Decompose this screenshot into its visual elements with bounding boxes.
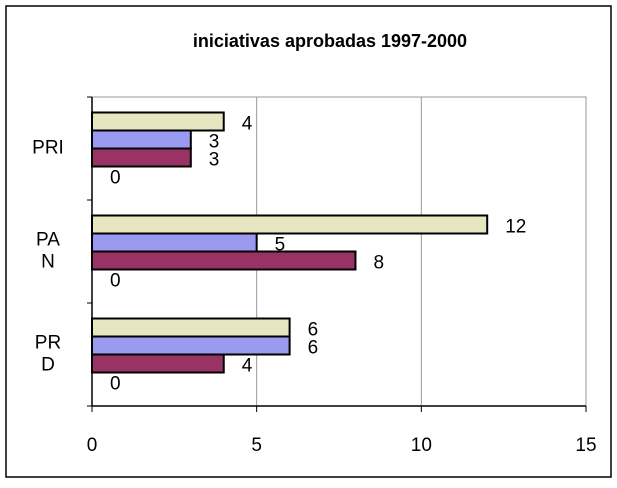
value-label: 0: [110, 271, 121, 292]
value-label: 12: [505, 217, 526, 238]
x-tick-label: 15: [575, 435, 596, 456]
y-tick-label: PRI: [32, 138, 64, 159]
value-label: 3: [209, 150, 220, 171]
bar: [91, 232, 258, 253]
x-tick-label: 5: [251, 435, 262, 456]
bar: [91, 353, 225, 374]
bar: [91, 129, 192, 150]
value-label: 3: [209, 132, 220, 153]
bar: [91, 111, 225, 132]
value-label: 8: [373, 253, 384, 274]
y-tick-label: PA N: [36, 230, 60, 273]
bar: [91, 147, 192, 168]
value-label: 4: [242, 114, 253, 135]
value-label: 0: [110, 374, 121, 395]
bar: [91, 335, 291, 356]
value-label: 6: [308, 338, 319, 359]
value-label: 6: [308, 320, 319, 341]
bar: [91, 214, 489, 235]
bar: [91, 317, 291, 338]
bar: [91, 250, 357, 271]
x-tick-label: 0: [87, 435, 98, 456]
x-tick-label: 10: [411, 435, 432, 456]
value-label: 0: [110, 168, 121, 189]
y-tick-label: PR D: [35, 333, 61, 376]
value-label: 5: [275, 235, 286, 256]
value-label: 4: [242, 356, 253, 377]
chart-title: iniciativas aprobadas 1997-2000: [193, 31, 467, 51]
